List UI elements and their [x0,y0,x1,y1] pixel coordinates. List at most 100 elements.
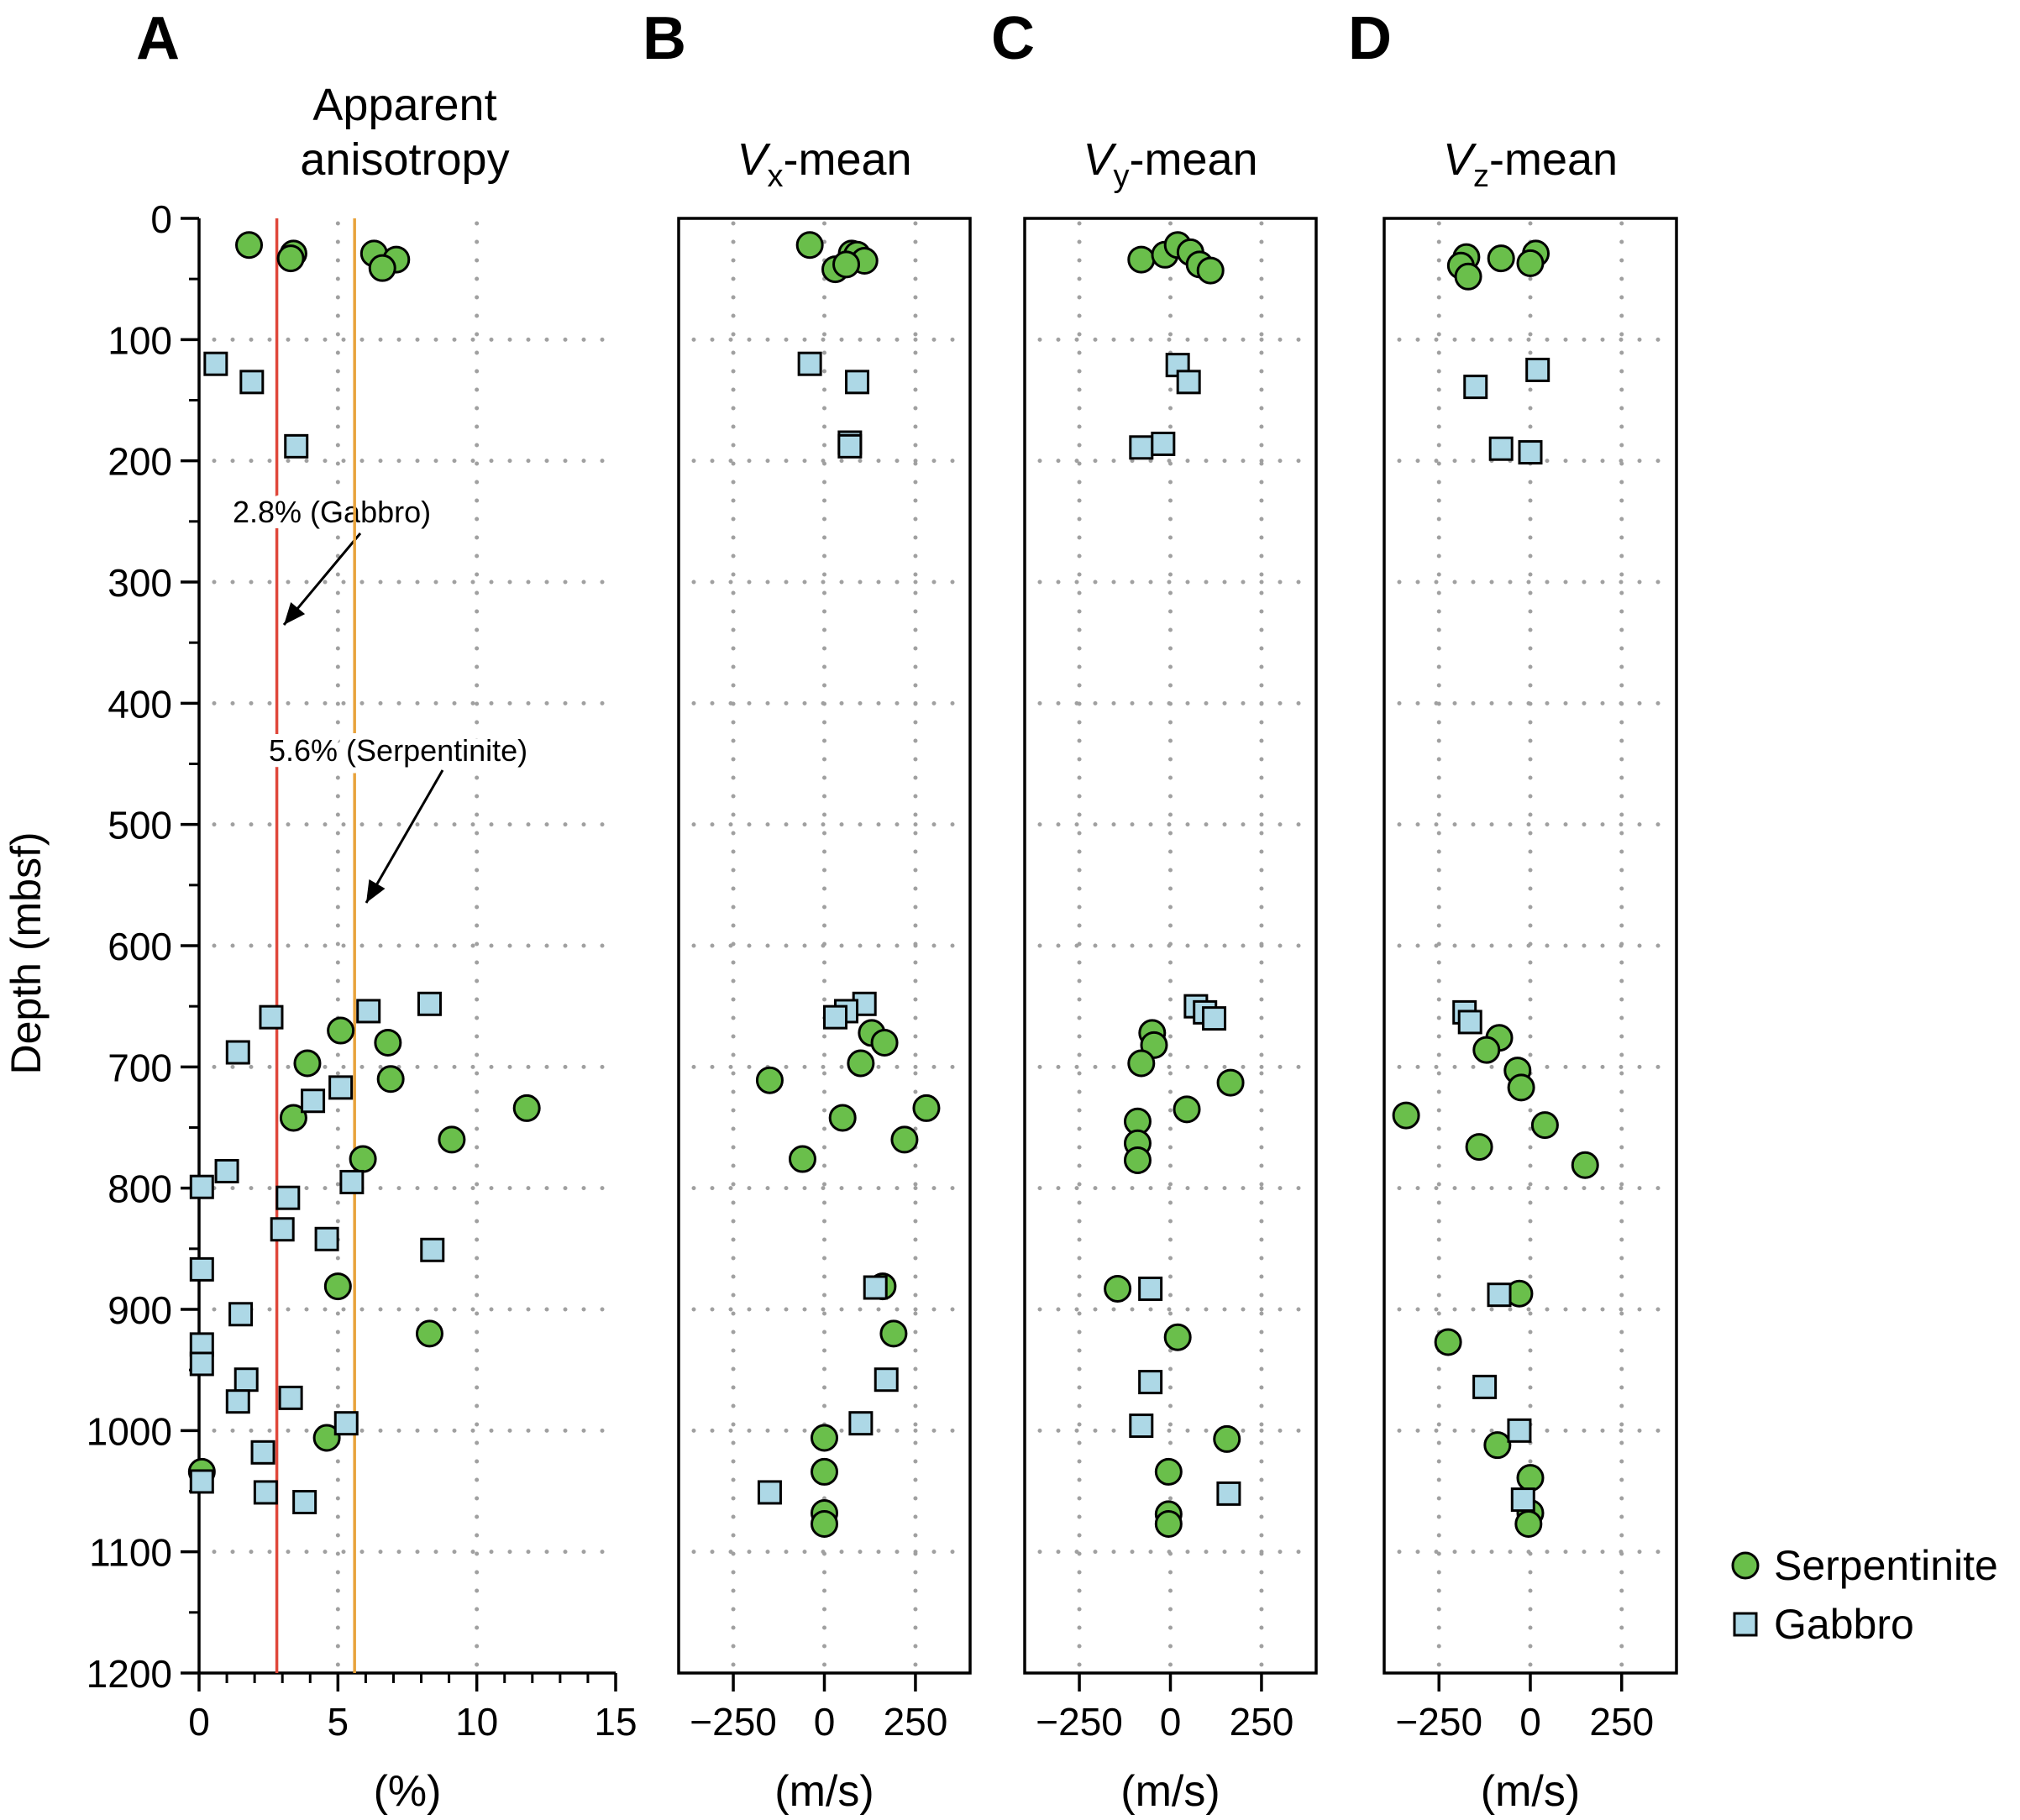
panel-letter: D [1348,5,1392,72]
gabbro-point [284,433,309,459]
gabbro-point [1138,1370,1163,1395]
gabbro-point [1216,1481,1241,1506]
serpentinite-point [1216,1068,1245,1097]
annotation-arrowhead [366,879,386,903]
serpentinite-point [811,1509,838,1538]
y-tick-label: 1200 [87,1652,172,1696]
serpentinite-point [1472,1036,1501,1064]
serpentinite-point [1434,1328,1462,1356]
serpentinite-point [811,1424,838,1452]
legend-serpentinite-marker [1731,1551,1760,1580]
gabbro-point [292,1489,317,1514]
x-axis-label: (m/s) [1120,1767,1220,1816]
gabbro-point [863,1275,888,1300]
x-tick-label: 0 [1160,1700,1182,1744]
gabbro-point [1510,1487,1535,1513]
gabbro-point [233,1367,259,1393]
serpentinite-point [349,1145,377,1173]
gabbro-point [837,433,863,459]
serpentinite-point [1514,1509,1543,1538]
panel-letter: B [643,5,686,72]
serpentinite-point [1465,1133,1493,1162]
gabbro-point [1507,1418,1532,1443]
y-axis-label: Depth (mbsf) [3,832,50,1075]
y-tick-label: 500 [108,804,172,847]
serpentinite-point [1487,244,1515,273]
gabbro-point [1463,375,1488,400]
serpentinite-point [235,231,264,260]
serpentinite-point [276,244,305,273]
y-tick-label: 0 [150,197,172,241]
gabbro-point [1176,370,1201,395]
serpentinite-point [1516,249,1545,277]
serpentinite-point [327,1016,355,1045]
serpentinite-point [847,1049,875,1078]
reference-label: 2.8% (Gabbro) [233,495,431,529]
serpentinite-point [1104,1274,1132,1303]
serpentinite-point [293,1049,322,1078]
panel-d: D Vz-mean −250 0 250(m/s) [1348,5,1678,1816]
y-tick-label: 1100 [89,1531,172,1575]
serpentinite-point [1154,1457,1183,1486]
y-tick-label: 200 [108,440,172,484]
gabbro-point [797,351,822,376]
serpentinite-point [1516,1464,1545,1492]
serpentinite-point [1127,1049,1156,1078]
annotation-arrowhead [284,601,306,625]
serpentinite-point [1213,1424,1241,1453]
serpentinite-point [1154,1509,1183,1538]
x-tick-label: −250 [1395,1700,1482,1744]
serpentinite-point [811,1457,838,1486]
panel-title: Apparent [312,80,496,130]
x-tick-label: 5 [328,1700,349,1744]
gabbro-point [189,1174,214,1199]
serpentinite-point [1507,1073,1535,1102]
x-tick-label: 0 [814,1700,836,1744]
serpentinite-point [890,1125,919,1154]
data-points [755,231,941,1538]
gabbro-point [1525,357,1550,382]
serpentinite-point [788,1145,816,1173]
serpentinite-point [755,1066,784,1094]
x-tick-label: 250 [1230,1700,1294,1744]
gabbro-point [328,1075,354,1100]
legend-label: Gabbro [1774,1601,1914,1648]
serpentinite-point [1173,1095,1201,1124]
serpentinite-point [1483,1431,1512,1460]
serpentinite-point [1196,256,1225,285]
x-tick-label: 250 [1589,1700,1654,1744]
gabbro-point [225,1389,250,1414]
serpentinite-point [832,250,861,279]
panel-title: Vy-mean [1083,134,1257,194]
x-tick-label: −250 [1036,1700,1123,1744]
serpentinite-point [1163,1323,1192,1351]
serpentinite-point [1571,1151,1599,1179]
serpentinite-point [1530,1111,1559,1140]
x-tick-label: 0 [1519,1700,1541,1744]
legend-gabbro-marker [1733,1612,1758,1637]
panel-letter: C [991,5,1035,72]
gabbro-point [845,370,870,395]
data-points [1104,231,1245,1538]
serpentinite-point [1454,262,1482,291]
y-tick-label: 100 [108,318,172,362]
x-tick-label: 250 [884,1700,948,1744]
gabbro-point [1487,1282,1512,1308]
legend-label: Serpentinite [1774,1542,1998,1589]
data-points [187,231,541,1514]
y-tick-label: 900 [108,1288,172,1332]
serpentinite-point [795,231,824,260]
gabbro-point [848,1411,874,1436]
x-axis-label: (%) [374,1767,442,1816]
panel-a: AApparentanisotropy010020030040050060070… [87,5,637,1816]
gabbro-point [1457,1010,1482,1035]
serpentinite-point [312,1424,341,1452]
gabbro-point [314,1226,339,1251]
gabbro-point [823,1004,848,1030]
gabbro-point [1129,1414,1154,1439]
gabbro-point [1518,440,1543,465]
gabbro-point [874,1367,899,1393]
panel-letter: A [136,5,180,72]
gabbro-point [225,1040,250,1065]
gabbro-point [1151,431,1176,456]
